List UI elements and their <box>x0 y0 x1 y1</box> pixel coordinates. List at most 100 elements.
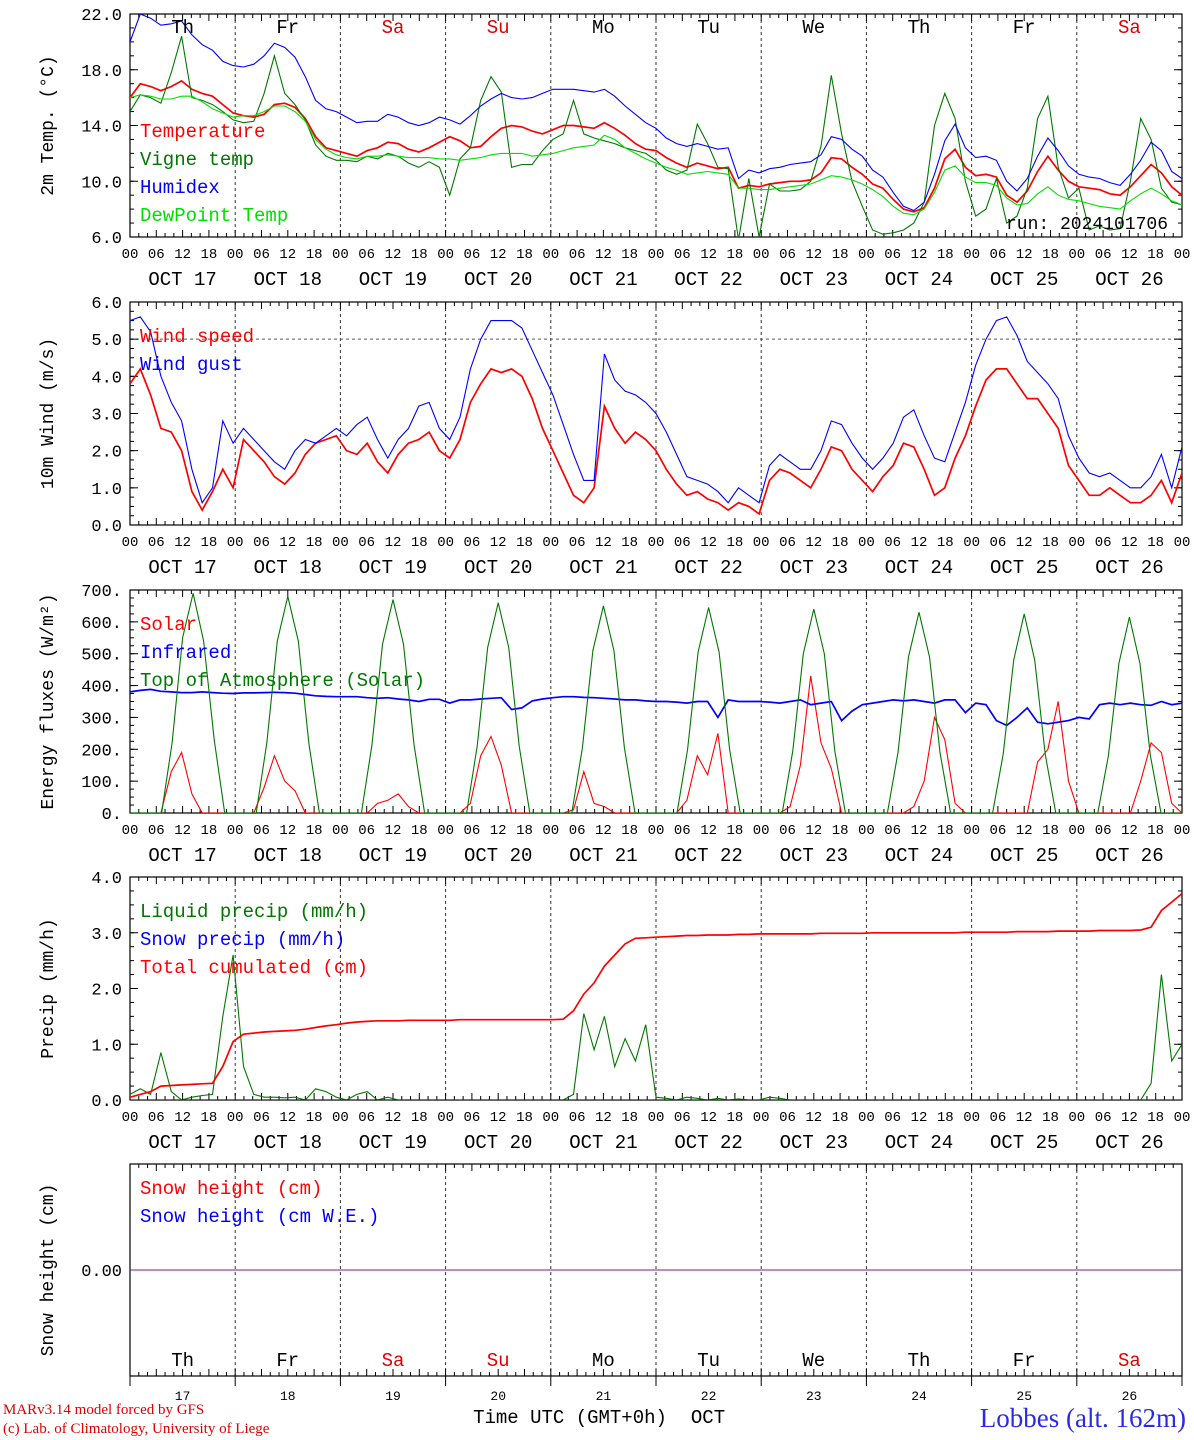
x-hour-label: 12 <box>174 535 191 551</box>
x-hour-label: 06 <box>989 247 1006 263</box>
credit-line-2: (c) Lab. of Climatology, University of L… <box>3 1421 270 1437</box>
y-tick-label: 6.0 <box>91 230 122 249</box>
weekday-label-bottom: Fr <box>276 1350 299 1372</box>
x-date-label: OCT 19 <box>359 269 427 291</box>
run-annotation: run: 2024101706 <box>1006 215 1168 235</box>
x-date-label: OCT 26 <box>1095 269 1163 291</box>
x-date-label: OCT 21 <box>569 1132 637 1154</box>
weekday-label-bottom: Tu <box>697 1350 720 1372</box>
x-hour-label: 18 <box>411 1110 428 1126</box>
series-group <box>130 14 1182 237</box>
y-tick-label: 10.0 <box>81 174 122 193</box>
x-hour-label: 12 <box>700 247 717 263</box>
x-date-label: OCT 18 <box>254 1132 322 1154</box>
x-hour-label: 12 <box>700 1110 717 1126</box>
x-hour-label: 12 <box>279 247 296 263</box>
legend-entry: Temperature <box>140 121 265 143</box>
x-hour-label: 06 <box>674 1110 691 1126</box>
x-date-label: OCT 26 <box>1095 1132 1163 1154</box>
x-hour-label: 18 <box>832 247 849 263</box>
x-hour-label: 06 <box>463 535 480 551</box>
x-date-label: OCT 22 <box>674 557 742 579</box>
x-hour-label: 00 <box>1068 535 1085 551</box>
x-hour-label: 06 <box>1095 535 1112 551</box>
x-hour-label: 06 <box>884 535 901 551</box>
weekday-label-bottom: Fr <box>1013 1350 1036 1372</box>
x-hour-label: 00 <box>227 535 244 551</box>
x-hour-label: 18 <box>937 535 954 551</box>
series-line-vigne-temp <box>130 36 1182 237</box>
x-hour-label: 06 <box>884 1110 901 1126</box>
x-hour-label: 12 <box>1016 823 1033 839</box>
y-tick-label: 0.0 <box>91 1093 122 1112</box>
y-tick-label: 500. <box>81 647 122 666</box>
x-date-label: OCT 18 <box>254 557 322 579</box>
day-number-label: 20 <box>490 1389 506 1404</box>
series-line-temperature <box>130 79 1182 213</box>
x-hour-label: 18 <box>937 1110 954 1126</box>
x-date-label: OCT 25 <box>990 845 1058 867</box>
series-line-humidex <box>130 14 1182 212</box>
x-hour-label: 00 <box>1174 247 1191 263</box>
x-hour-label: 06 <box>1095 1110 1112 1126</box>
x-date-label: OCT 19 <box>359 845 427 867</box>
y-tick-label: 200. <box>81 742 122 761</box>
x-hour-label: 06 <box>463 823 480 839</box>
x-hour-label: 18 <box>306 247 323 263</box>
weekday-label-bottom: Sa <box>382 1350 405 1372</box>
x-hour-label: 06 <box>569 535 586 551</box>
x-hour-label: 18 <box>200 247 217 263</box>
day-number-label: 21 <box>596 1389 612 1404</box>
x-date-label: OCT 25 <box>990 557 1058 579</box>
y-tick-label: 400. <box>81 679 122 698</box>
x-hour-label: 00 <box>332 1110 349 1126</box>
weekday-label-bottom: Su <box>487 1350 510 1372</box>
x-date-label: OCT 20 <box>464 1132 532 1154</box>
y-tick-label: 4.0 <box>91 870 122 889</box>
x-hour-label: 12 <box>490 535 507 551</box>
x-hour-label: 00 <box>648 535 665 551</box>
x-hour-label: 18 <box>516 1110 533 1126</box>
legend-entry: Wind speed <box>140 326 254 348</box>
x-hour-label: 12 <box>279 823 296 839</box>
series-line-total-cumulated-cm <box>130 893 1182 1099</box>
x-hour-label: 12 <box>385 535 402 551</box>
x-hour-label: 18 <box>200 535 217 551</box>
x-hour-label: 06 <box>358 1110 375 1126</box>
x-hour-label: 12 <box>174 1110 191 1126</box>
x-date-label: OCT 17 <box>148 269 216 291</box>
x-hour-label: 00 <box>542 823 559 839</box>
x-hour-label: 18 <box>411 247 428 263</box>
y-tick-label: 0.00 <box>81 1263 122 1282</box>
series-group <box>130 593 1182 813</box>
y-tick-label: 4.0 <box>91 369 122 388</box>
series-line-dewpoint-temp <box>130 94 1182 216</box>
x-hour-label: 00 <box>753 1110 770 1126</box>
x-hour-label: 06 <box>463 247 480 263</box>
x-date-label: OCT 23 <box>780 845 848 867</box>
x-hour-label: 12 <box>385 823 402 839</box>
x-hour-label: 06 <box>779 823 796 839</box>
x-hour-label: 12 <box>595 535 612 551</box>
x-hour-label: 12 <box>1121 1110 1138 1126</box>
x-hour-label: 06 <box>148 247 165 263</box>
x-hour-label: 06 <box>989 535 1006 551</box>
y-tick-label: 18.0 <box>81 63 122 82</box>
x-hour-label: 06 <box>779 247 796 263</box>
x-hour-label: 18 <box>1042 535 1059 551</box>
credit-line-1: MARv3.14 model forced by GFS <box>3 1402 205 1418</box>
x-hour-label: 12 <box>1121 247 1138 263</box>
x-date-label: OCT 23 <box>780 269 848 291</box>
x-hour-label: 18 <box>200 1110 217 1126</box>
x-hour-label: 06 <box>253 247 270 263</box>
x-hour-label: 00 <box>227 1110 244 1126</box>
x-hour-label: 00 <box>858 247 875 263</box>
x-hour-label: 12 <box>1016 535 1033 551</box>
weekday-label-top: Fr <box>276 17 299 39</box>
x-hour-label: 00 <box>963 535 980 551</box>
x-hour-label: 00 <box>1174 1110 1191 1126</box>
x-date-label: OCT 22 <box>674 1132 742 1154</box>
x-hour-label: 00 <box>332 535 349 551</box>
y-tick-label: 22.0 <box>81 7 122 26</box>
x-hour-label: 12 <box>595 1110 612 1126</box>
